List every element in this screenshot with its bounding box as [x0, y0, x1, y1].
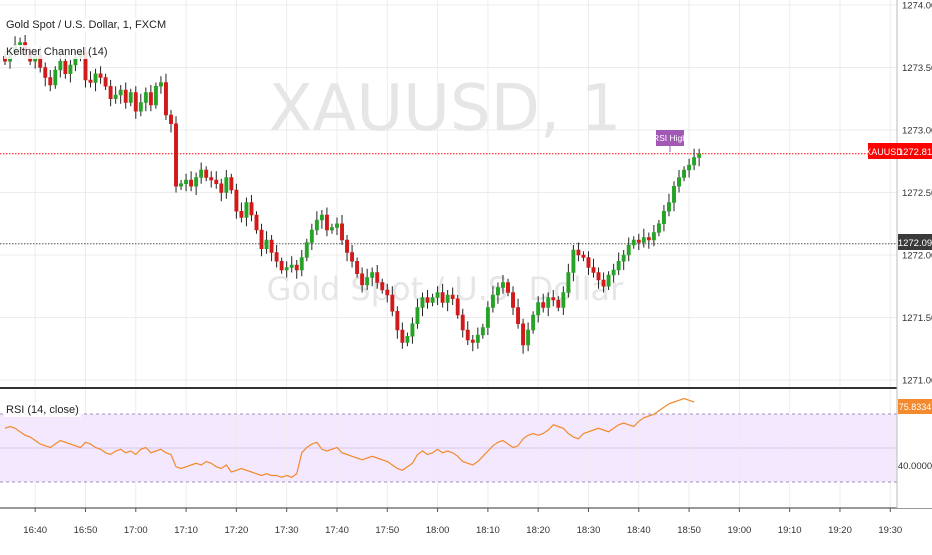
current-price-label: 1272.81	[898, 147, 932, 158]
time-tick-label: 19:10	[778, 525, 802, 536]
price-tick-label: 1273.00	[902, 126, 932, 137]
time-tick-label: 18:20	[526, 525, 550, 536]
chart-title[interactable]: Gold Spot / U.S. Dollar, 1, FXCM	[4, 18, 168, 32]
time-tick-label: 17:10	[174, 525, 198, 536]
watermark-name: Gold Spot / U.S. Dollar	[267, 270, 624, 308]
price-tick-label: 1272.00	[902, 251, 932, 262]
rsi-high-label: RSI High	[653, 133, 687, 143]
candle	[456, 295, 459, 319]
time-tick-label: 18:30	[577, 525, 601, 536]
time-tick-label: 16:50	[74, 525, 98, 536]
rsi-value-badge: 75.8334	[898, 399, 932, 414]
rsi-current-value: 75.8334	[899, 402, 932, 412]
watermark-symbol: XAUUSD, 1	[269, 72, 622, 146]
level-price-label: 1272.09	[898, 238, 932, 249]
price-tick-label: 1272.50	[902, 188, 932, 199]
time-tick-label: 17:40	[325, 525, 349, 536]
current-price-badge: XAUUSD 1272.81	[865, 143, 932, 159]
price-tick-label: 1271.50	[902, 313, 932, 324]
time-tick-label: 18:10	[476, 525, 500, 536]
indicator-legend[interactable]: Keltner Channel (14)	[4, 45, 110, 59]
price-tick-label: 1273.50	[902, 63, 932, 74]
rsi-level-label: 40.0000	[898, 461, 932, 472]
time-tick-label: 17:20	[224, 525, 248, 536]
time-tick-label: 19:00	[727, 525, 751, 536]
rsi-legend[interactable]: RSI (14, close)	[4, 403, 81, 417]
time-tick-label: 17:00	[124, 525, 148, 536]
time-tick-label: 19:20	[828, 525, 852, 536]
time-tick-label: 18:00	[426, 525, 450, 536]
time-tick-label: 18:50	[677, 525, 701, 536]
time-tick-label: 19:30	[878, 525, 902, 536]
time-tick-label: 16:40	[23, 525, 47, 536]
time-tick-label: 18:40	[627, 525, 651, 536]
price-tick-label: 1271.00	[902, 376, 932, 387]
level-price-badge: 1272.09	[898, 234, 932, 250]
time-tick-label: 17:30	[275, 525, 299, 536]
candle	[154, 83, 157, 109]
time-tick-label: 17:50	[375, 525, 399, 536]
candle	[174, 116, 177, 192]
price-tick-label: 1274.00	[902, 1, 932, 12]
